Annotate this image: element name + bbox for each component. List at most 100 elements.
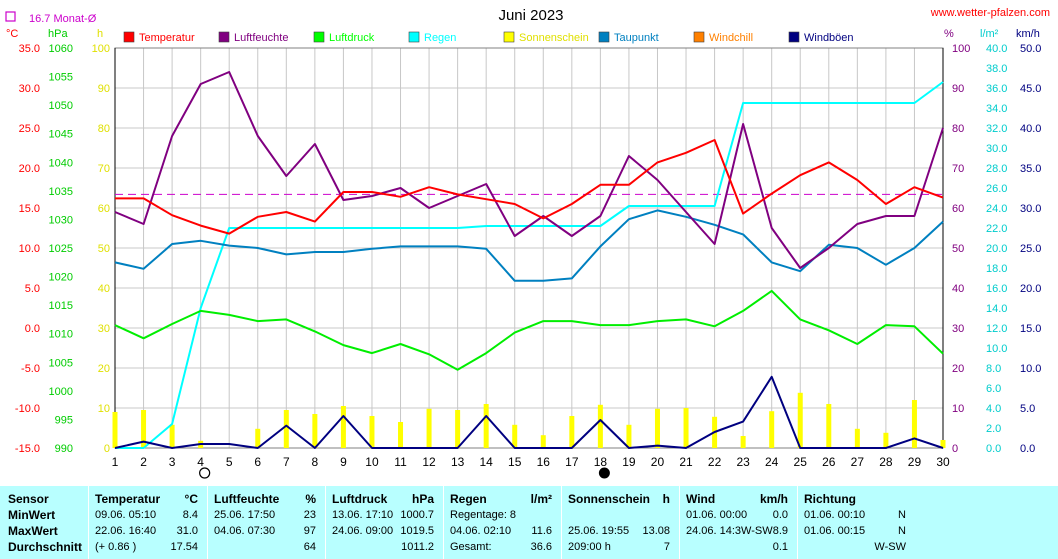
stats-column-unit: °C (184, 492, 198, 506)
rain-tick-label: 10.0 (986, 343, 1007, 355)
series-lines (114, 71, 944, 449)
x-tick-label: 19 (622, 455, 636, 469)
rain-tick-label: 32.0 (986, 123, 1007, 135)
sunshine-bar (569, 416, 575, 448)
rain-tick-label: 30.0 (986, 143, 1007, 155)
x-tick-label: 7 (283, 455, 290, 469)
stats-cell-value: 97 (303, 525, 316, 537)
row-label-min: MinWert (8, 508, 56, 522)
x-tick-label: 30 (936, 455, 950, 469)
x-tick-label: 20 (651, 455, 665, 469)
temp-tick-label: -5.0 (21, 363, 40, 375)
sun-tick-label: 50 (98, 243, 110, 255)
source-link[interactable]: www.wetter-pfalzen.com (930, 7, 1050, 19)
x-tick-label: 26 (822, 455, 836, 469)
rain-tick-label: 38.0 (986, 63, 1007, 75)
stats-cell-value: 31.0 (176, 525, 198, 537)
temp-tick-label: 0.0 (25, 323, 40, 335)
humidity-tick-label: 40 (952, 283, 964, 295)
stats-column-unit: km/h (759, 492, 788, 506)
pressure-tick-label: 1045 (49, 129, 73, 141)
wind-tick-label: 0.0 (1020, 443, 1035, 455)
x-tick-label: 29 (908, 455, 922, 469)
legend-item-label: Sonnenschein (519, 32, 589, 44)
sunshine-bar (426, 408, 432, 448)
temp-tick-label: -15.0 (15, 443, 40, 455)
month-average-marker-icon (5, 11, 16, 22)
row-label-max: MaxWert (8, 524, 58, 538)
x-tick-label: 15 (508, 455, 522, 469)
stats-cell-value: 1000.7 (400, 509, 434, 521)
pressure-tick-label: 1005 (49, 357, 73, 369)
humidity-tick-label: 60 (952, 203, 964, 215)
humidity-tick-label: 90 (952, 83, 964, 95)
stats-cell-label: 09.06. 05:10 (95, 509, 157, 521)
pressure-tick-label: 1035 (49, 186, 73, 198)
stats-cell-value: N (898, 509, 906, 521)
x-tick-label: 9 (340, 455, 347, 469)
wind-tick-label: 45.0 (1020, 83, 1041, 95)
pressure-tick-label: 1025 (49, 243, 73, 255)
pressure-tick-label: 1055 (49, 72, 73, 84)
rain-tick-label: 36.0 (986, 83, 1007, 95)
x-tick-label: 23 (736, 455, 750, 469)
legend-item-label: Regen (424, 32, 456, 44)
stats-cell-label: Gesamt: (450, 541, 492, 553)
x-tick-label: 10 (365, 455, 379, 469)
stats-cell-value: 23 (303, 509, 316, 521)
wind-tick-label: 50.0 (1020, 43, 1041, 55)
stats-cell-value: 11.6 (531, 525, 552, 537)
sun-tick-label: 70 (98, 163, 110, 175)
sunshine-bar (483, 404, 489, 448)
legend-item-label: Windböen (804, 32, 854, 44)
x-tick-label: 8 (312, 455, 319, 469)
stats-cell-label: 22.06. 16:40 (95, 525, 157, 537)
rain-tick-label: 18.0 (986, 263, 1007, 275)
stats-column-title: Luftdruck (332, 492, 388, 506)
temp-tick-label: 20.0 (19, 163, 40, 175)
sunshine-bar (940, 440, 946, 448)
temp-tick-label: -10.0 (15, 403, 40, 415)
wind-unit-label: km/h (1016, 28, 1040, 40)
legend-swatch (218, 31, 230, 43)
humidity-tick-label: 20 (952, 363, 964, 375)
stats-cell-value: 17.54 (170, 541, 198, 553)
x-tick-label: 21 (679, 455, 693, 469)
stats-cell-label: 209:00 h (568, 541, 611, 553)
sunshine-bar (597, 404, 603, 448)
pressure-tick-label: 1000 (49, 386, 73, 398)
sun-tick-label: 80 (98, 123, 110, 135)
x-tick-label: 1 (112, 455, 119, 469)
humidity-unit-label: % (944, 28, 954, 40)
legend-swatch (788, 31, 800, 43)
sunshine-bar (797, 392, 803, 448)
legend-swatch (503, 31, 515, 43)
rain-tick-label: 26.0 (986, 183, 1007, 195)
sunshine-bar (398, 422, 404, 448)
chart-legend: Temperatur Luftfeuchte Luftdruck Regen Sonne… (123, 31, 854, 44)
sunshine-bar (654, 408, 660, 448)
temp-tick-label: 35.0 (19, 43, 40, 55)
stats-column: Luftdruck hPa 13.06. 17:10 1000.7 24.06. 09:… (325, 486, 444, 559)
wind-tick-label: 25.0 (1020, 243, 1041, 255)
stats-cell-value: N (898, 525, 906, 537)
series-line-temperatur (115, 139, 944, 235)
sunshine-bar (141, 410, 147, 448)
stats-cell-label: 04.06. 07:30 (214, 525, 276, 537)
humidity-tick-label: 80 (952, 123, 964, 135)
rain-tick-label: 34.0 (986, 103, 1007, 115)
rain-tick-label: 16.0 (986, 283, 1007, 295)
stats-cell-label: 24.06. 14:3W-SW (686, 525, 773, 537)
stats-column-title: Temperatur (95, 492, 161, 506)
sunshine-bar (169, 424, 175, 448)
wind-tick-label: 35.0 (1020, 163, 1041, 175)
sun-tick-label: 90 (98, 83, 110, 95)
x-tick-label: 25 (794, 455, 808, 469)
x-tick-label: 16 (537, 455, 551, 469)
sun-tick-label: 10 (98, 403, 110, 415)
stats-cell-value: 36.6 (530, 541, 552, 553)
stats-column-title: Luftfeuchte (214, 492, 280, 506)
pressure-tick-label: 1060 (49, 43, 73, 55)
stats-cell-label: 04.06. 02:10 (450, 525, 512, 537)
stats-cell-label: Regentage: 8 (450, 509, 517, 521)
